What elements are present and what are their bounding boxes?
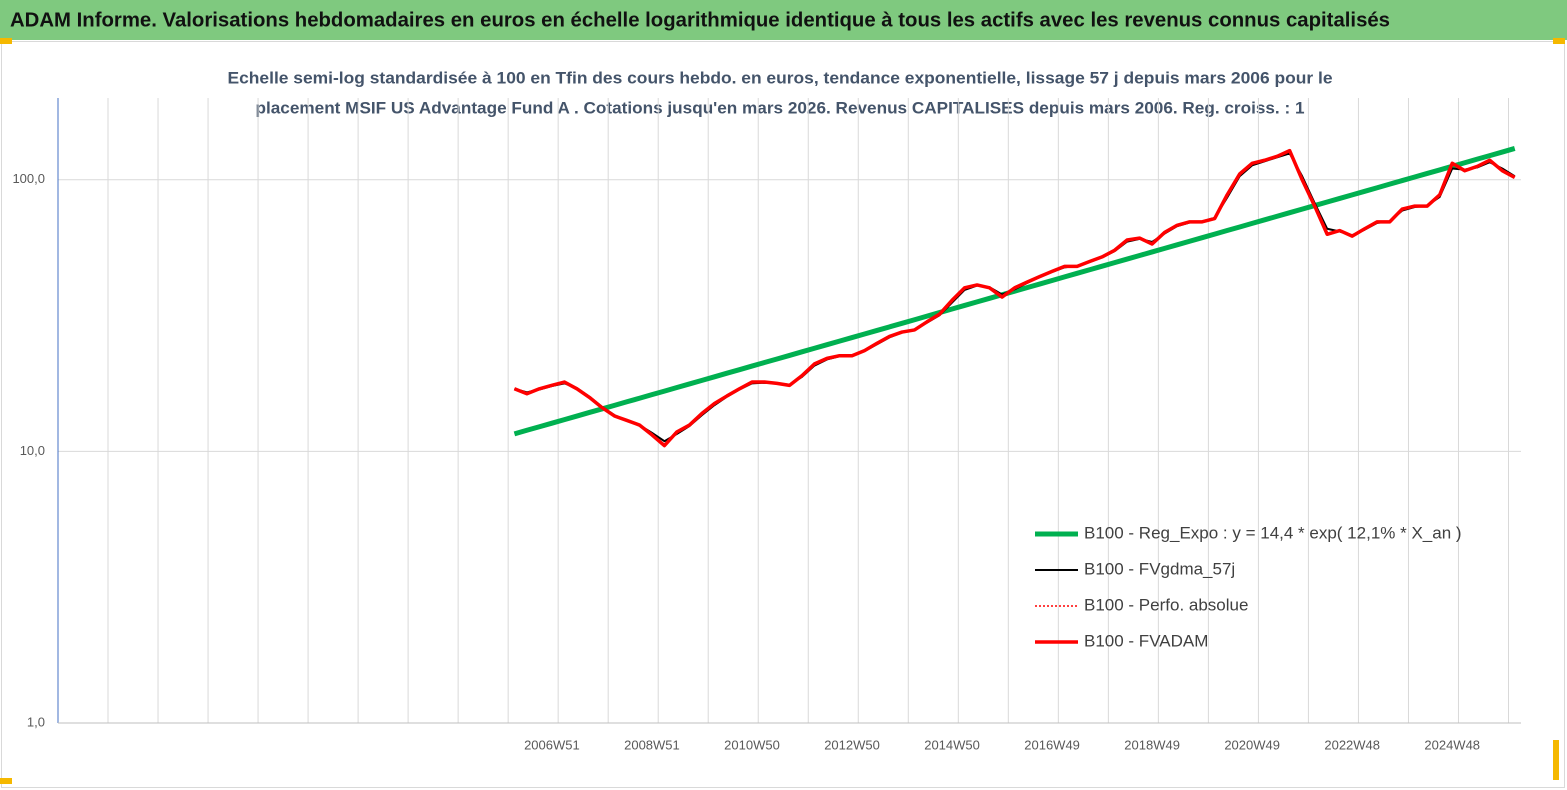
title-banner xyxy=(0,0,1567,40)
y-tick-label: 100,0 xyxy=(12,171,45,186)
x-tick-label: 2020W49 xyxy=(1224,737,1280,752)
x-tick-label: 2012W50 xyxy=(824,737,880,752)
series-line xyxy=(514,152,1516,443)
x-tick-label: 2014W50 xyxy=(924,737,980,752)
series-line xyxy=(514,149,1516,447)
x-tick-label: 2016W49 xyxy=(1024,737,1080,752)
x-tick-label: 2022W48 xyxy=(1324,737,1380,752)
x-tick-label: 2018W49 xyxy=(1124,737,1180,752)
legend-label: B100 - Reg_Expo : y = 14,4 * exp( 12,1% … xyxy=(1084,523,1462,542)
x-tick-label: 2008W51 xyxy=(624,737,680,752)
legend-label: B100 - Perfo. absolue xyxy=(1084,595,1248,614)
chart-title: ADAM Informe. Valorisations hebdomadaire… xyxy=(10,9,1390,31)
corner-mark xyxy=(1553,38,1565,44)
series-line xyxy=(513,146,1516,437)
x-tick-label: 2024W48 xyxy=(1424,737,1480,752)
corner-mark xyxy=(1553,740,1559,780)
x-tick-label: 2010W50 xyxy=(724,737,780,752)
legend-label: B100 - FVADAM xyxy=(1084,631,1208,650)
chart-frame xyxy=(1,41,1565,788)
legend-label: B100 - FVgdma_57j xyxy=(1084,559,1235,578)
chart-subtitle: Echelle semi-log standardisée à 100 en T… xyxy=(228,68,1333,87)
series-line xyxy=(513,148,1516,448)
corner-mark xyxy=(0,778,12,784)
x-tick-label: 2006W51 xyxy=(524,737,580,752)
chart-subtitle: placement MSIF US Advantage Fund A . Cot… xyxy=(256,98,1305,117)
y-tick-label: 1,0 xyxy=(27,714,45,729)
corner-mark xyxy=(0,38,12,44)
y-tick-label: 10,0 xyxy=(20,443,45,458)
